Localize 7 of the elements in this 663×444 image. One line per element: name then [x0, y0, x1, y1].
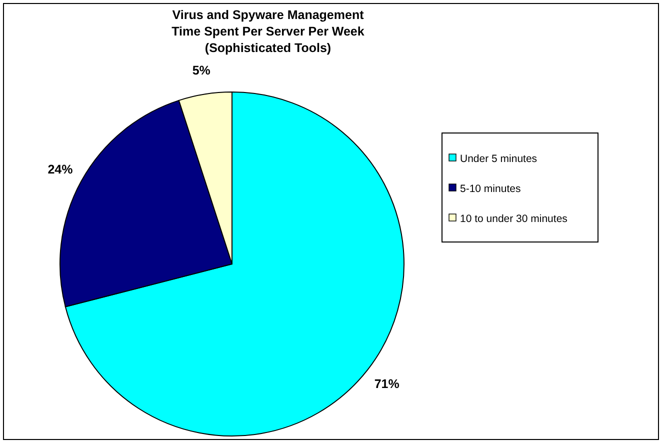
chart-title: Virus and Spyware Management Time Spent Per Server Per Week (Sophisticated Tools) — [172, 8, 365, 55]
legend-label: 10 to under 30 minutes — [460, 213, 568, 225]
data-label: 24% — [48, 162, 73, 177]
legend-label: Under 5 minutes — [460, 153, 538, 165]
data-label: 71% — [374, 377, 400, 392]
legend-label: 5-10 minutes — [460, 183, 521, 195]
data-label: 5% — [192, 63, 210, 78]
